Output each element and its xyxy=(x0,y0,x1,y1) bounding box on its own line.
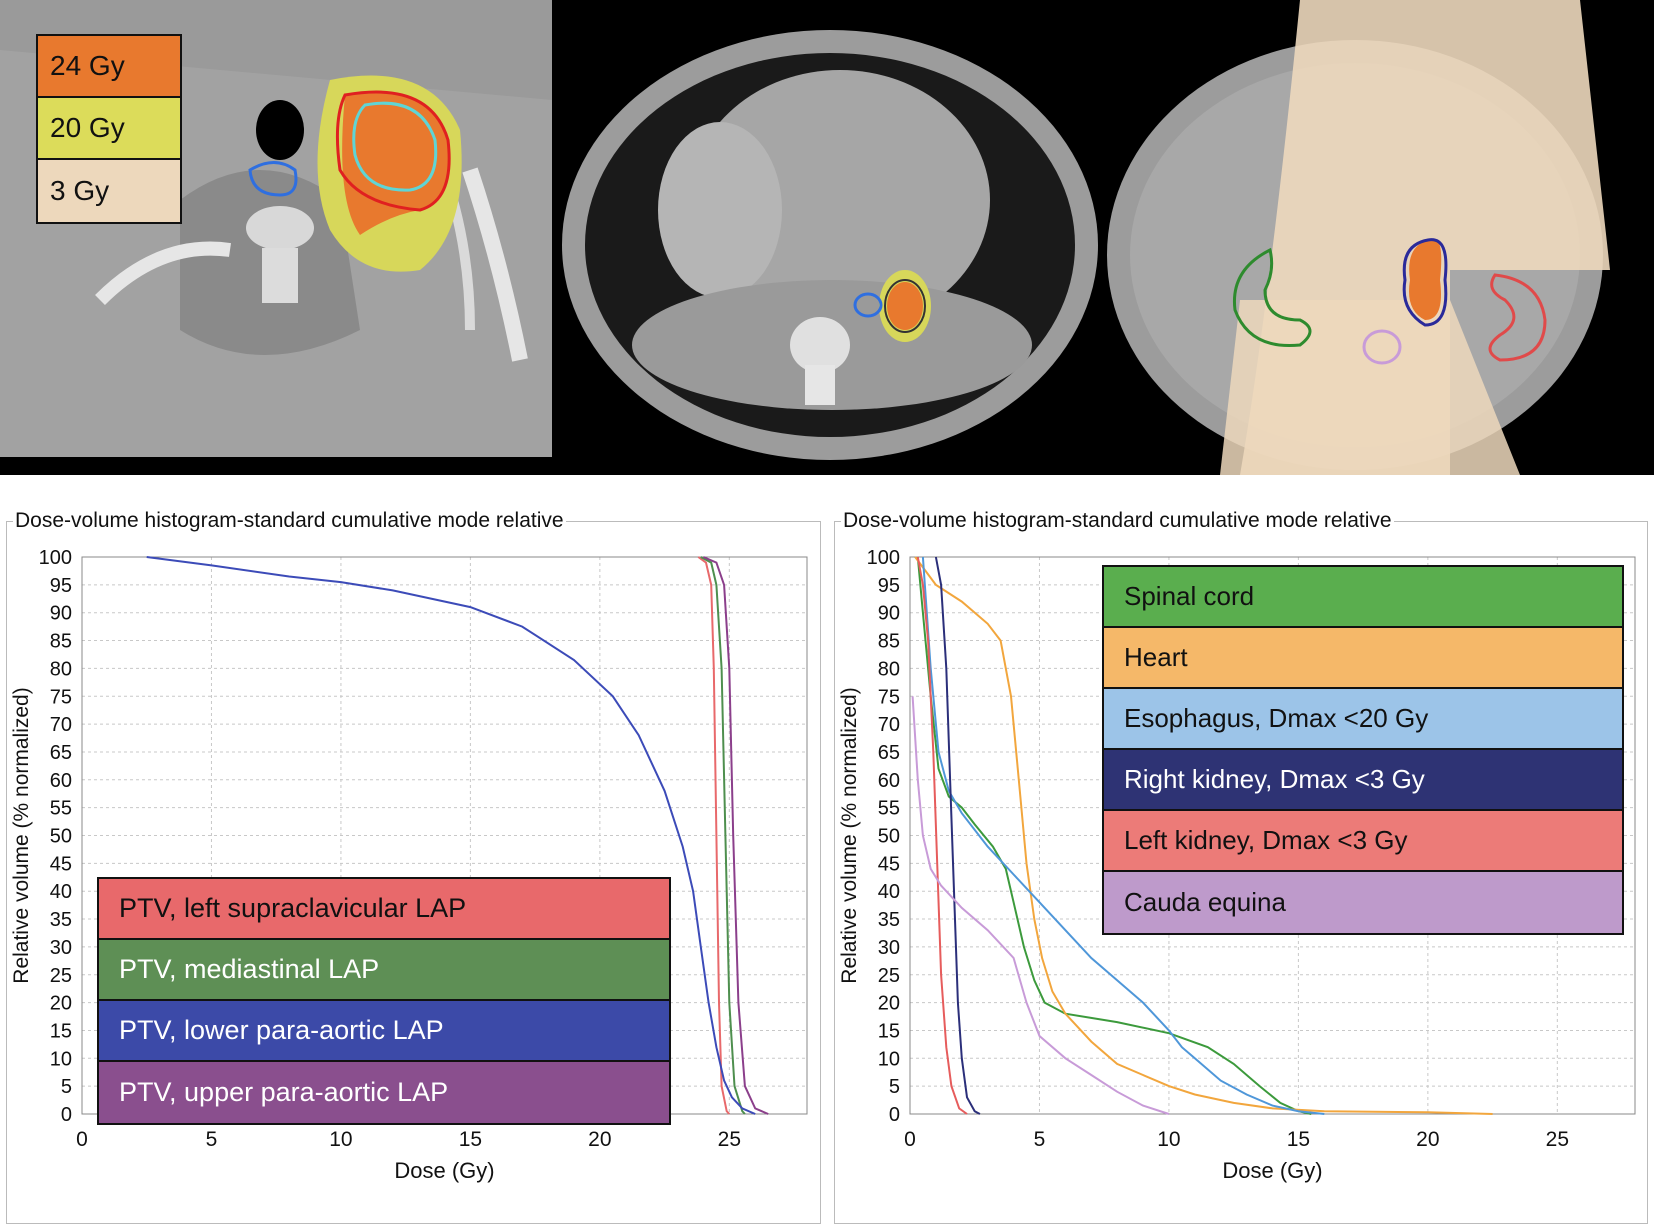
y-tick-label: 30 xyxy=(50,937,72,959)
y-tick-label: 95 xyxy=(878,575,900,597)
ptv-legend: PTV, left supraclavicular LAP PTV, media… xyxy=(97,877,671,1125)
y-tick-label: 25 xyxy=(50,965,72,987)
x-tick-label: 5 xyxy=(1034,1128,1046,1151)
y-tick-label: 25 xyxy=(878,965,900,987)
legend-label: PTV, mediastinal LAP xyxy=(119,954,379,985)
legend-label: 3 Gy xyxy=(50,175,109,207)
x-tick-label: 10 xyxy=(329,1128,352,1151)
ct-scan-mediastinal xyxy=(562,30,1098,460)
y-tick-label: 55 xyxy=(50,798,72,820)
y-axis-label: Relative volume (% normalized) xyxy=(10,687,33,983)
legend-label: PTV, upper para-aortic LAP xyxy=(119,1077,448,1108)
y-tick-label: 65 xyxy=(50,742,72,764)
x-axis-label: Dose (Gy) xyxy=(1222,1158,1322,1183)
y-tick-label: 20 xyxy=(878,993,900,1015)
y-tick-label: 75 xyxy=(50,686,72,708)
y-tick-label: 45 xyxy=(50,853,72,875)
dose-24gy-region xyxy=(887,282,923,330)
y-tick-label: 90 xyxy=(50,603,72,625)
trachea-shape xyxy=(256,100,304,160)
legend-item-cauda-equina: Cauda equina xyxy=(1104,872,1622,933)
y-tick-label: 100 xyxy=(39,547,72,569)
legend-label: Cauda equina xyxy=(1124,887,1286,918)
legend-item-spinal-cord: Spinal cord xyxy=(1104,567,1622,628)
y-tick-label: 70 xyxy=(50,714,72,736)
legend-item-esophagus: Esophagus, Dmax <20 Gy xyxy=(1104,689,1622,750)
dose-legend-item-20gy: 20 Gy xyxy=(38,98,180,160)
legend-label: PTV, left supraclavicular LAP xyxy=(119,893,466,924)
y-tick-label: 5 xyxy=(889,1076,900,1098)
legend-item-heart: Heart xyxy=(1104,628,1622,689)
dose-legend: 24 Gy 20 Gy 3 Gy xyxy=(36,34,182,224)
legend-item-left-kidney: Left kidney, Dmax <3 Gy xyxy=(1104,811,1622,872)
y-tick-label: 35 xyxy=(50,909,72,931)
y-tick-label: 40 xyxy=(50,881,72,903)
x-tick-label: 20 xyxy=(588,1128,611,1151)
y-tick-label: 85 xyxy=(50,631,72,653)
y-tick-label: 0 xyxy=(889,1104,900,1126)
dose-legend-item-3gy: 3 Gy xyxy=(38,160,180,222)
legend-label: Heart xyxy=(1124,642,1188,673)
x-tick-label: 25 xyxy=(718,1128,741,1151)
legend-item-ptv-mediastinal: PTV, mediastinal LAP xyxy=(99,940,669,1001)
ct-scan-paraaortic xyxy=(1107,0,1610,475)
x-tick-label: 20 xyxy=(1416,1128,1439,1151)
y-tick-label: 35 xyxy=(878,909,900,931)
y-tick-label: 90 xyxy=(878,603,900,625)
x-tick-label: 10 xyxy=(1157,1128,1180,1151)
y-tick-label: 30 xyxy=(878,937,900,959)
x-tick-label: 0 xyxy=(904,1128,916,1151)
x-tick-label: 5 xyxy=(206,1128,218,1151)
dose-24gy-region xyxy=(1409,239,1441,320)
x-tick-label: 15 xyxy=(459,1128,482,1151)
y-tick-label: 20 xyxy=(50,993,72,1015)
y-tick-label: 100 xyxy=(867,547,900,569)
legend-label: Spinal cord xyxy=(1124,581,1254,612)
legend-label: PTV, lower para-aortic LAP xyxy=(119,1015,444,1046)
y-tick-label: 50 xyxy=(878,826,900,848)
oar-legend: Spinal cord Heart Esophagus, Dmax <20 Gy… xyxy=(1102,565,1624,935)
y-tick-label: 95 xyxy=(50,575,72,597)
y-tick-label: 10 xyxy=(878,1048,900,1070)
y-tick-label: 60 xyxy=(50,770,72,792)
y-tick-label: 70 xyxy=(878,714,900,736)
x-tick-label: 15 xyxy=(1287,1128,1310,1151)
ct-scans xyxy=(0,0,1654,475)
legend-item-ptv-lower-paraaortic: PTV, lower para-aortic LAP xyxy=(99,1001,669,1062)
y-tick-label: 5 xyxy=(61,1076,72,1098)
y-tick-label: 75 xyxy=(878,686,900,708)
legend-label: Right kidney, Dmax <3 Gy xyxy=(1124,764,1425,795)
x-tick-label: 25 xyxy=(1546,1128,1569,1151)
y-tick-label: 55 xyxy=(878,798,900,820)
dose-legend-item-24gy: 24 Gy xyxy=(38,36,180,98)
legend-label: Esophagus, Dmax <20 Gy xyxy=(1124,703,1428,734)
ct-image-strip: 24 Gy 20 Gy 3 Gy xyxy=(0,0,1654,475)
y-tick-label: 85 xyxy=(878,631,900,653)
y-tick-label: 50 xyxy=(50,826,72,848)
y-tick-label: 80 xyxy=(878,658,900,680)
y-tick-label: 10 xyxy=(50,1048,72,1070)
y-tick-label: 65 xyxy=(878,742,900,764)
legend-item-right-kidney: Right kidney, Dmax <3 Gy xyxy=(1104,750,1622,811)
y-tick-label: 45 xyxy=(878,853,900,875)
x-tick-label: 0 xyxy=(76,1128,88,1151)
y-tick-label: 40 xyxy=(878,881,900,903)
y-tick-label: 0 xyxy=(61,1104,72,1126)
y-tick-label: 15 xyxy=(878,1020,900,1042)
y-axis-label: Relative volume (% normalized) xyxy=(838,687,861,983)
legend-label: Left kidney, Dmax <3 Gy xyxy=(1124,825,1407,856)
legend-item-ptv-supraclavicular: PTV, left supraclavicular LAP xyxy=(99,879,669,940)
legend-label: 24 Gy xyxy=(50,50,125,82)
x-axis-label: Dose (Gy) xyxy=(394,1158,494,1183)
y-tick-label: 60 xyxy=(878,770,900,792)
y-tick-label: 15 xyxy=(50,1020,72,1042)
legend-item-ptv-upper-paraaortic: PTV, upper para-aortic LAP xyxy=(99,1062,669,1123)
legend-label: 20 Gy xyxy=(50,112,125,144)
y-tick-label: 80 xyxy=(50,658,72,680)
